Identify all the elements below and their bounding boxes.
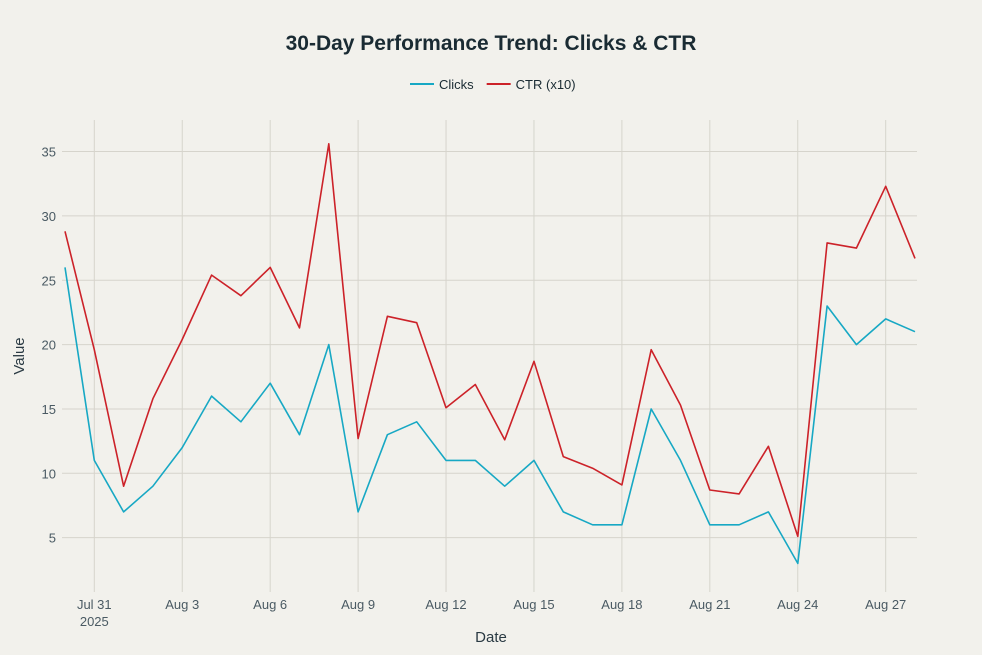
y-tick-label: 15 — [42, 402, 56, 417]
y-tick-label: 35 — [42, 145, 56, 160]
x-tick-label: Jul 31 — [77, 597, 112, 612]
x-tick-label: Aug 21 — [689, 597, 730, 612]
x-tick-label: Aug 12 — [425, 597, 466, 612]
y-axis-label: Value — [11, 337, 28, 374]
legend: Clicks CTR (x10) — [410, 77, 576, 92]
x-tick-sublabel: 2025 — [80, 614, 109, 629]
series-line-ctr — [64, 143, 916, 538]
x-tick-label: Aug 6 — [253, 597, 287, 612]
grid — [62, 120, 917, 592]
y-tick-label: 5 — [49, 531, 56, 546]
y-tick-label: 30 — [42, 209, 56, 224]
x-tick-label: Aug 3 — [165, 597, 199, 612]
y-tick-label: 20 — [42, 338, 56, 353]
y-tick-label: 10 — [42, 466, 56, 481]
x-tick-label: Aug 9 — [341, 597, 375, 612]
series-group — [64, 143, 916, 565]
x-tick-label: Aug 15 — [513, 597, 554, 612]
legend-label: Clicks — [439, 77, 474, 92]
x-tick-label: Aug 27 — [865, 597, 906, 612]
x-axis-label: Date — [475, 629, 507, 646]
x-tick-label: Aug 24 — [777, 597, 818, 612]
chart-title: 30-Day Performance Trend: Clicks & CTR — [286, 32, 697, 55]
y-tick-label: 25 — [42, 273, 56, 288]
legend-label: CTR (x10) — [516, 77, 576, 92]
series-line-clicks — [64, 267, 916, 565]
x-tick-label: Aug 18 — [601, 597, 642, 612]
